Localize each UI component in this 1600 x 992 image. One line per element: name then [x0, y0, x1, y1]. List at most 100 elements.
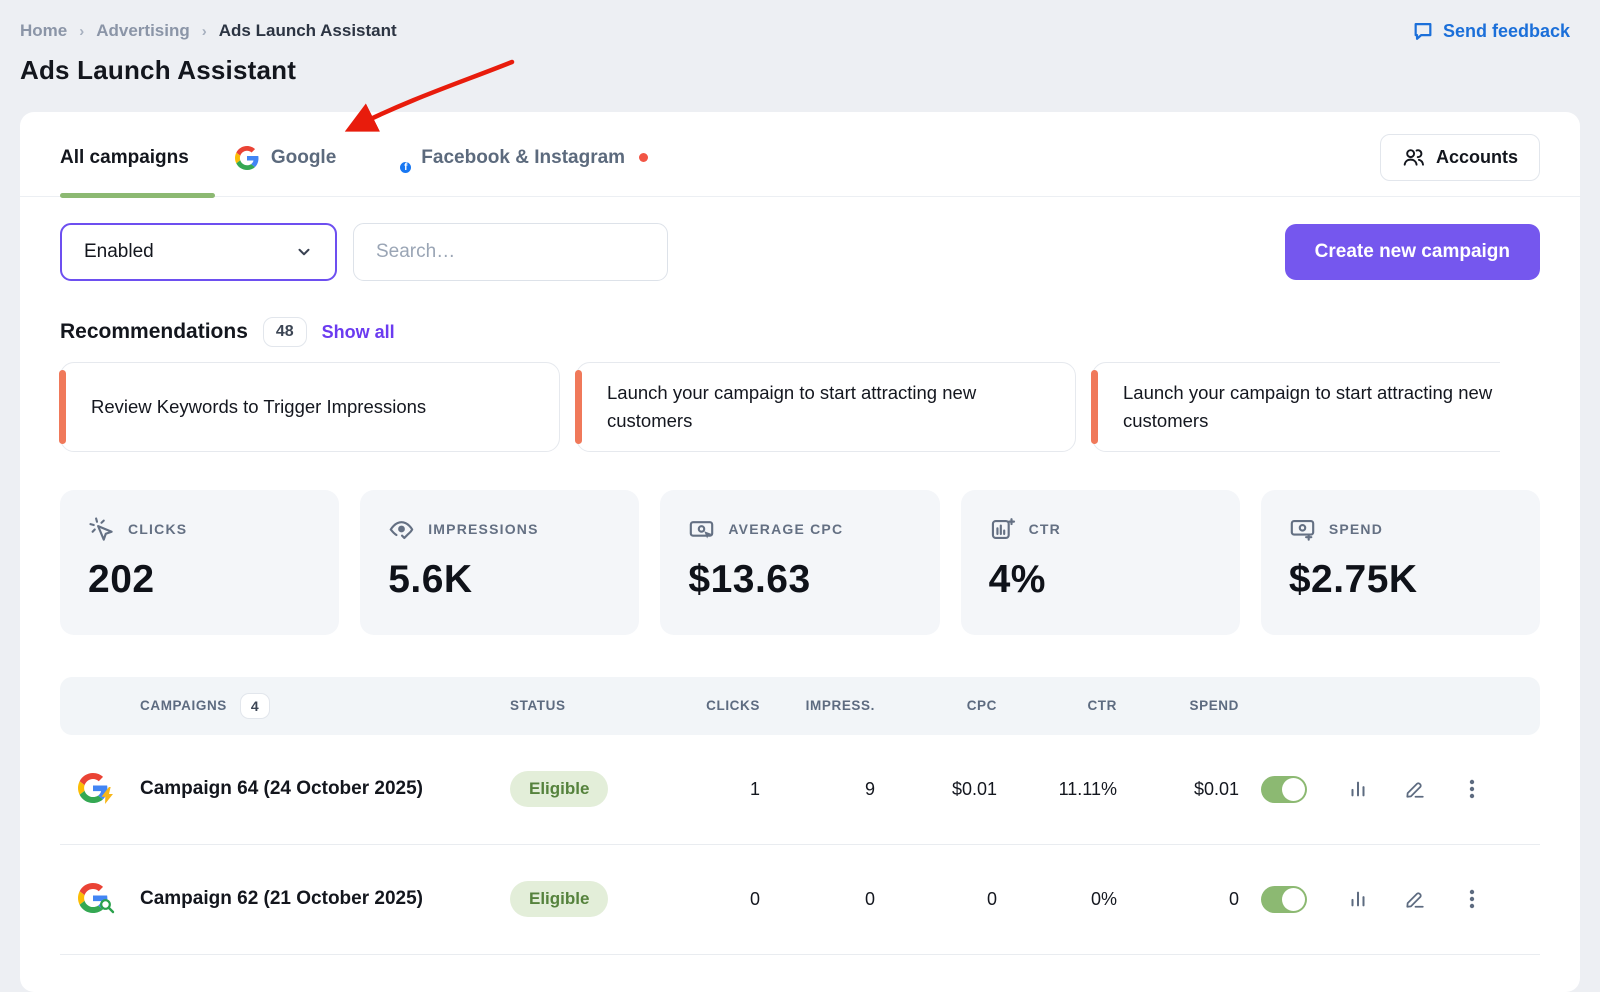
money-plus-icon	[1289, 516, 1316, 543]
status-badge: Eligible	[510, 771, 609, 807]
tab-facebook-instagram[interactable]: f Facebook & Instagram	[382, 144, 649, 175]
stat-label: IMPRESSIONS	[428, 521, 539, 537]
main-panel: All campaigns Google f Facebook & Instag…	[20, 112, 1580, 992]
stat-label: CTR	[1028, 521, 1061, 537]
stat-card-ctr: CTR 4%	[960, 489, 1240, 635]
send-feedback-button[interactable]: Send feedback	[1412, 20, 1570, 42]
breadcrumb-advertising[interactable]: Advertising	[96, 21, 190, 40]
breadcrumb-home[interactable]: Home	[20, 21, 68, 40]
campaign-name[interactable]: Campaign 62 (21 October 2025)	[140, 888, 423, 909]
spend-value: $0.01	[1193, 778, 1239, 799]
campaign-name[interactable]: Campaign 64 (24 October 2025)	[140, 778, 423, 799]
notification-dot	[639, 153, 649, 162]
table-row: Campaign 64 (24 October 2025) Eligible 1…	[60, 735, 1540, 845]
recommendations-header: Recommendations 48 Show all	[20, 281, 1580, 347]
send-feedback-label: Send feedback	[1442, 20, 1570, 41]
campaign-more-button[interactable]	[1443, 888, 1500, 910]
top-bar: Home › Advertising › Ads Launch Assistan…	[0, 0, 1600, 42]
recommendations-title: Recommendations	[60, 320, 248, 343]
feedback-bubble-icon	[1412, 20, 1434, 42]
campaign-edit-button[interactable]	[1386, 778, 1443, 800]
impressions-value: 9	[864, 778, 875, 799]
tab-google[interactable]: Google	[234, 145, 337, 170]
money-cursor-icon	[688, 516, 715, 543]
stat-value: 202	[88, 557, 155, 601]
clicks-value: 0	[749, 888, 760, 909]
page-title: Ads Launch Assistant	[20, 55, 297, 85]
header-impressions: IMPRESS.	[805, 698, 875, 713]
eye-check-icon	[388, 516, 415, 543]
recommendations-count-badge: 48	[262, 317, 307, 347]
magnifier-badge-icon	[99, 898, 115, 919]
campaigns-count-badge: 4	[239, 692, 271, 719]
tab-facebook-instagram-label: Facebook & Instagram	[421, 146, 626, 168]
create-campaign-button[interactable]: Create new campaign	[1284, 224, 1540, 280]
stat-label: AVERAGE CPC	[728, 521, 844, 537]
header-clicks: CLICKS	[706, 698, 760, 713]
header-status: STATUS	[510, 698, 566, 713]
accounts-button[interactable]: Accounts	[1379, 134, 1540, 181]
show-all-link[interactable]: Show all	[321, 321, 395, 342]
ctr-value: 11.11%	[1058, 778, 1117, 799]
clicks-value: 1	[749, 778, 760, 799]
facebook-instagram-icon: f	[382, 144, 414, 175]
header-spend: SPEND	[1189, 698, 1239, 713]
google-performance-max-icon	[78, 773, 113, 805]
tab-google-label: Google	[270, 146, 337, 168]
recommendation-cards: Review Keywords to Trigger Impressions L…	[20, 347, 1500, 452]
google-search-campaign-icon	[78, 883, 115, 915]
stat-card-clicks: CLICKS 202	[60, 489, 340, 635]
spend-value: 0	[1228, 888, 1239, 909]
lightning-badge-icon	[100, 787, 115, 809]
tab-bar: All campaigns Google f Facebook & Instag…	[20, 112, 1580, 181]
recommendation-text: Review Keywords to Trigger Impressions	[91, 395, 427, 417]
campaign-more-button[interactable]	[1443, 778, 1500, 800]
header-cpc: CPC	[966, 698, 997, 713]
breadcrumb: Home › Advertising › Ads Launch Assistan…	[20, 21, 397, 41]
cursor-click-icon	[88, 516, 115, 543]
status-filter-select[interactable]: Enabled	[60, 223, 337, 281]
campaign-edit-button[interactable]	[1386, 888, 1443, 910]
accounts-button-label: Accounts	[1435, 147, 1518, 167]
stat-value: $2.75K	[1288, 557, 1418, 601]
breadcrumb-current: Ads Launch Assistant	[218, 21, 397, 40]
google-icon	[234, 145, 259, 170]
recommendation-card[interactable]: Launch your campaign to start attracting…	[575, 362, 1076, 452]
table-header: CAMPAIGNS 4 STATUS CLICKS IMPRESS. CPC C…	[60, 676, 1540, 735]
filter-row: Enabled Create new campaign	[20, 197, 1580, 281]
stat-card-spend: SPEND $2.75K	[1260, 489, 1541, 635]
campaign-stats-button[interactable]	[1329, 778, 1386, 800]
active-tab-indicator	[60, 193, 215, 198]
campaign-enabled-toggle[interactable]	[1261, 885, 1307, 913]
stat-value: $13.63	[688, 557, 811, 601]
table-row: Campaign 62 (21 October 2025) Eligible 0…	[60, 845, 1540, 955]
stat-card-average-cpc: AVERAGE CPC $13.63	[660, 489, 940, 635]
stats-row: CLICKS 202 IMPRESSIONS 5.6K	[20, 452, 1580, 635]
ctr-value: 0%	[1090, 888, 1117, 909]
stat-label: CLICKS	[128, 521, 188, 537]
tab-divider	[20, 193, 1580, 198]
recommendation-card[interactable]: Review Keywords to Trigger Impressions	[59, 362, 560, 452]
search-input[interactable]	[353, 223, 668, 281]
status-badge: Eligible	[510, 881, 609, 917]
recommendation-text: Launch your campaign to start attracting…	[1123, 382, 1493, 431]
header-ctr: CTR	[1087, 698, 1117, 713]
campaign-stats-button[interactable]	[1329, 888, 1386, 910]
tab-all-campaigns[interactable]: All campaigns	[60, 147, 189, 169]
accounts-people-icon	[1402, 146, 1425, 169]
stat-value: 5.6K	[388, 557, 473, 601]
header-campaigns: CAMPAIGNS	[140, 698, 227, 713]
stat-card-impressions: IMPRESSIONS 5.6K	[360, 489, 640, 635]
campaigns-table: CAMPAIGNS 4 STATUS CLICKS IMPRESS. CPC C…	[20, 635, 1580, 955]
tab-all-campaigns-label: All campaigns	[60, 146, 189, 168]
chevron-down-icon	[295, 243, 313, 261]
status-filter-value: Enabled	[84, 241, 154, 262]
breadcrumb-separator-icon: ›	[201, 22, 207, 40]
campaign-enabled-toggle[interactable]	[1261, 775, 1307, 803]
impressions-value: 0	[864, 888, 875, 909]
recommendation-text: Launch your campaign to start attracting…	[607, 382, 977, 431]
cpc-value: $0.01	[951, 778, 997, 799]
stat-value: 4%	[988, 557, 1046, 601]
stat-label: SPEND	[1328, 521, 1384, 537]
recommendation-card[interactable]: Launch your campaign to start attracting…	[1091, 362, 1500, 452]
